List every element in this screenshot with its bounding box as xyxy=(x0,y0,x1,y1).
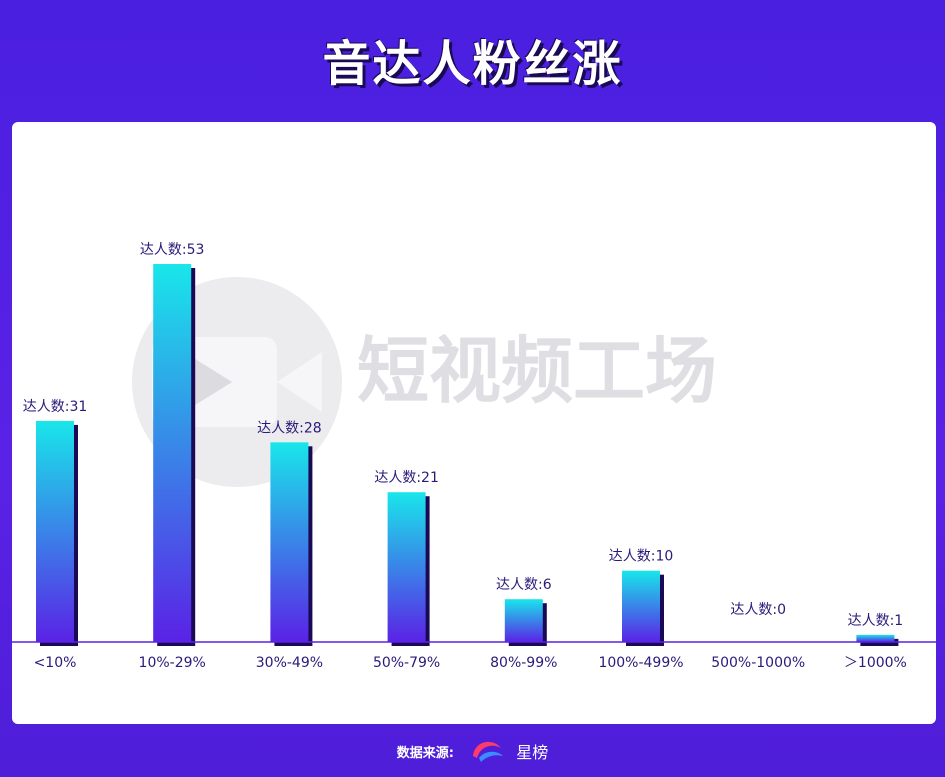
data-label: 达人数:10 xyxy=(609,549,674,565)
x-tick-label: ＞1000% xyxy=(844,655,907,671)
bar xyxy=(387,492,426,642)
x-tick-label: <10% xyxy=(34,655,77,671)
x-tick-label: 100%-499% xyxy=(598,655,683,671)
bar xyxy=(504,599,543,642)
footer: 数据来源: 星榜 xyxy=(0,736,945,772)
data-label: 达人数:31 xyxy=(23,399,88,415)
chart-title: 音达人粉丝涨 xyxy=(322,36,623,92)
x-tick-label: 30%-49% xyxy=(256,655,323,671)
bar xyxy=(270,442,309,642)
xingbang-logo-icon xyxy=(467,736,507,766)
x-tick-labels: <10% 10%-29% 30%-49% 50%-79% 80%-99% 100%-499… xyxy=(34,655,907,671)
bars-group: 达人数:31 达人数:53 达人数:28 达人数:21 达人数:6 达人数:10 达人数:0… xyxy=(23,242,903,646)
bar xyxy=(153,264,192,642)
x-tick-label: 10%-29% xyxy=(139,655,206,671)
bar xyxy=(856,634,895,642)
footer-source-label: 数据来源: xyxy=(396,745,454,761)
chart-card: 短视频工场 达人数:31 达人数:53 达人数:28 达人数:21 达人数:6 达人数:1… xyxy=(12,122,936,724)
x-tick-label: 500%-1000% xyxy=(711,655,805,671)
bar xyxy=(36,420,74,642)
data-label: 达人数:1 xyxy=(848,613,904,629)
x-tick-label: 50%-79% xyxy=(373,655,440,671)
title-banner: 音达人粉丝涨 xyxy=(0,24,945,104)
data-label: 达人数:6 xyxy=(496,577,552,593)
x-tick-label: 80%-99% xyxy=(490,655,557,671)
data-label: 达人数:0 xyxy=(730,602,786,618)
bar xyxy=(622,570,660,642)
footer-brand: 星榜 xyxy=(516,743,549,762)
data-label: 达人数:28 xyxy=(257,420,322,436)
bar-chart: 达人数:31 达人数:53 达人数:28 达人数:21 达人数:6 达人数:10 达人数:0… xyxy=(12,242,936,671)
data-label: 达人数:53 xyxy=(140,242,205,258)
data-label: 达人数:21 xyxy=(374,470,439,486)
